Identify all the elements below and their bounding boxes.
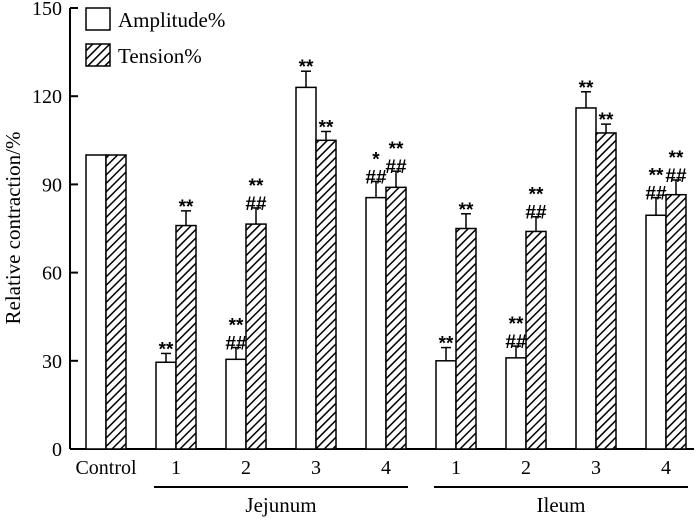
bar [245, 223, 267, 450]
x-tick-label: 4 [381, 457, 391, 479]
significance-annotations: ****##**##******##* ##******##**##******#… [159, 57, 687, 360]
x-tick-label: 2 [241, 457, 251, 479]
bar [155, 361, 177, 450]
bar [315, 139, 337, 450]
bar [175, 224, 197, 450]
y-tick-label: 150 [32, 0, 62, 20]
x-tick-label: 3 [591, 457, 601, 479]
significance-label: ## [645, 184, 667, 205]
significance-label: ## [385, 157, 407, 178]
bar [105, 154, 127, 450]
bar [505, 357, 527, 450]
significance-label: ** [669, 148, 684, 169]
significance-label: ## [525, 203, 547, 224]
significance-label: ** [179, 197, 194, 218]
bar [225, 358, 247, 450]
significance-label: * [372, 149, 380, 170]
legend-swatch-amplitude [85, 7, 111, 31]
x-tick-label: 2 [521, 457, 531, 479]
significance-label: ** [599, 110, 614, 131]
significance-label: ** [509, 314, 524, 335]
x-tick-label: 1 [451, 457, 461, 479]
bar [385, 186, 407, 450]
error-bars [161, 70, 681, 363]
bar [455, 227, 477, 450]
bar [575, 107, 597, 450]
significance-label: ** [579, 78, 594, 99]
bar [85, 154, 107, 450]
significance-label: ** [459, 200, 474, 221]
bars [85, 86, 687, 450]
y-tick-label: 60 [42, 263, 62, 285]
bar [365, 196, 387, 450]
significance-label: ** [529, 185, 544, 206]
group-label: Jejunum [245, 493, 316, 517]
significance-label: ## [245, 194, 267, 215]
bar [295, 86, 317, 450]
bar [525, 230, 547, 450]
significance-label: ** [299, 57, 314, 78]
x-tick-labels: Control 1 2 3 4 1 2 3 4 [75, 457, 671, 479]
bar [435, 360, 457, 450]
y-ticks: 0 30 60 90 120 150 [32, 0, 78, 461]
x-tick-label: Control [75, 457, 137, 479]
legend: Amplitude% Tension% [85, 7, 225, 68]
bar [665, 193, 687, 450]
group-label: Ileum [537, 493, 586, 517]
significance-label: ** [649, 166, 664, 187]
x-tick-label: 3 [311, 457, 321, 479]
significance-label: ** [249, 176, 264, 197]
y-tick-label: 120 [32, 86, 62, 108]
significance-label: ** [389, 139, 404, 160]
x-tick-label: 4 [661, 457, 671, 479]
bar [645, 214, 667, 450]
y-axis-title: Relative contraction/% [1, 131, 25, 324]
x-tick-label: 1 [171, 457, 181, 479]
legend-label-amplitude: Amplitude% [118, 8, 225, 32]
significance-label: ** [319, 117, 334, 138]
significance-label: ## [225, 334, 247, 355]
bar [595, 132, 617, 450]
significance-label: ** [159, 339, 174, 360]
legend-swatch-tension [85, 43, 111, 67]
legend-label-tension: Tension% [118, 44, 202, 68]
significance-label: ## [665, 166, 687, 187]
y-tick-label: 90 [42, 174, 62, 196]
significance-label: ## [505, 332, 527, 353]
significance-label: ** [229, 316, 244, 337]
group-brackets: Jejunum Ileum [154, 486, 688, 517]
y-tick-label: 0 [52, 439, 62, 461]
significance-label: ## [365, 167, 387, 188]
y-tick-label: 30 [42, 351, 62, 373]
significance-label: ** [439, 334, 454, 355]
